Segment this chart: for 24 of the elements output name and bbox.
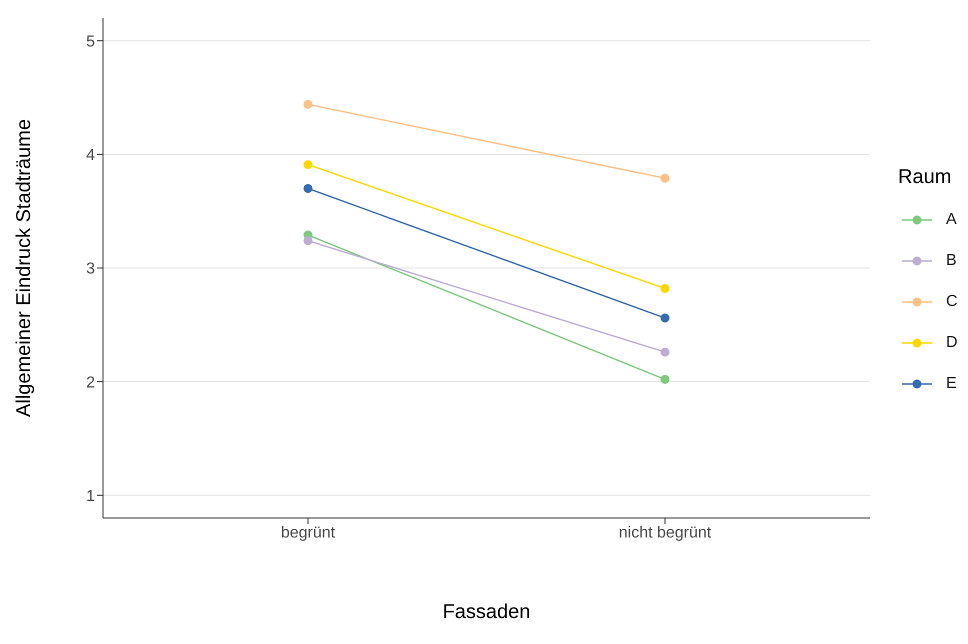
y-tick-label: 5 [86,33,96,50]
point [660,174,670,183]
point [304,160,312,170]
legend-label: A [946,210,957,228]
point [660,284,670,293]
point [304,184,312,193]
legend-title: Raum [898,166,952,189]
legend-label: D [946,334,958,352]
legend-label: C [946,292,958,310]
legend-label: E [946,374,957,392]
y-tick-label: 4 [86,147,96,164]
x-tick-label: begrünt [280,524,336,542]
y-tick-label: 2 [86,374,96,392]
point [304,100,312,109]
point [304,236,312,246]
y-axis-title: Allgemeiner Eindruck Stadträume [13,119,36,417]
y-tick-label: 3 [86,260,96,278]
point [660,314,670,322]
point [660,348,670,357]
legend-label: B [946,252,957,270]
y-tick-label: 1 [86,488,96,505]
x-axis-title: Fassaden [442,601,530,623]
x-tick-label: nicht begrünt [618,524,712,542]
point [660,374,670,384]
